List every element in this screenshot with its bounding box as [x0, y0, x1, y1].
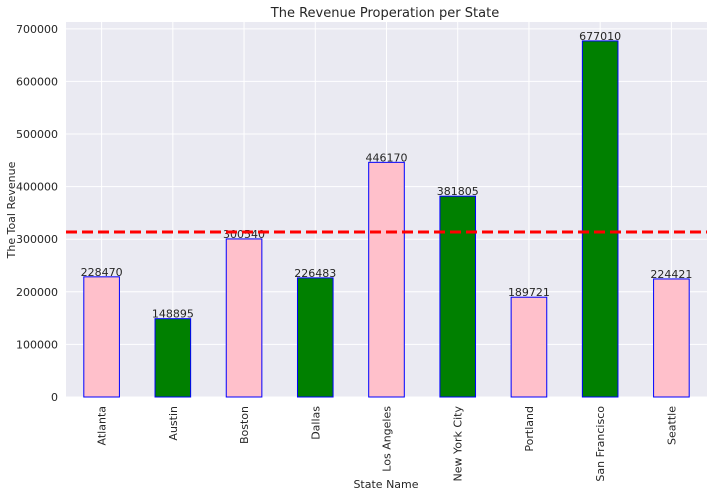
bar [225, 238, 263, 398]
data-labels: 228470 148895 300540 226483 446170 381805 1897… [81, 30, 693, 321]
x-tick-label: Atlanta [96, 406, 109, 445]
x-tick-label: Portland [523, 406, 536, 452]
x-axis-label: State Name [353, 478, 418, 491]
bar-value-label: 677010 [579, 30, 621, 43]
bar-value-label: 446170 [366, 151, 408, 164]
y-tick-label: 500000 [16, 128, 58, 141]
x-tick-label: Los Angeles [381, 406, 394, 472]
y-tick-label: 0 [51, 391, 58, 404]
x-tick-label: Austin [167, 406, 180, 441]
y-tick-label: 300000 [16, 233, 58, 246]
y-tick-labels: 0 100000 200000 300000 400000 500000 600000 700… [16, 23, 58, 404]
y-tick-label: 600000 [16, 75, 58, 88]
y-tick-label: 100000 [16, 338, 58, 351]
y-tick-label: 400000 [16, 181, 58, 194]
bar-value-label: 381805 [437, 185, 479, 198]
bar-value-label: 228470 [81, 266, 123, 279]
x-tick-label: Dallas [309, 406, 322, 440]
bar [83, 276, 120, 398]
bar [368, 161, 405, 398]
bar-value-label: 148895 [152, 308, 194, 321]
bar [296, 277, 334, 398]
bar-value-label: 224421 [650, 268, 692, 281]
x-tick-labels: Atlanta Austin Boston Dallas Los Angeles New … [96, 406, 679, 482]
bar [154, 318, 192, 398]
x-tick-label: San Francisco [594, 406, 607, 482]
bar-value-label: 226483 [294, 267, 336, 280]
y-axis-label: The Toal Revenue [5, 161, 18, 259]
bar [439, 195, 477, 398]
x-tick-label: New York City [452, 406, 465, 482]
y-tick-label: 200000 [16, 286, 58, 299]
bar-value-label: 189721 [508, 286, 550, 299]
bar [653, 278, 690, 398]
bar-value-label: 300540 [223, 228, 265, 241]
bar [581, 40, 619, 398]
bar [510, 296, 548, 398]
y-tick-label: 700000 [16, 23, 58, 36]
chart-title: The Revenue Properation per State [270, 6, 499, 21]
x-tick-label: Seattle [665, 406, 678, 445]
x-tick-label: Boston [238, 406, 251, 444]
bars [83, 40, 690, 398]
